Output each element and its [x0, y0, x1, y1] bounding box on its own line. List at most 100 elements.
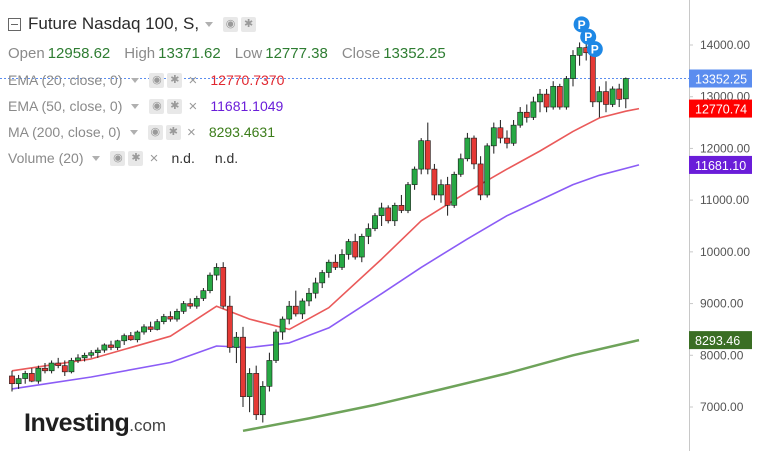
indicator-label[interactable]: Volume (20) — [8, 150, 84, 166]
candle-body[interactable] — [523, 111, 530, 118]
candle-body[interactable] — [391, 205, 398, 222]
candle-body[interactable] — [550, 86, 557, 108]
candle-body[interactable] — [154, 321, 161, 330]
candle-body[interactable] — [603, 91, 609, 105]
candle-body[interactable] — [226, 305, 233, 348]
candle-body[interactable] — [167, 316, 174, 320]
candle-body[interactable] — [444, 184, 451, 206]
candle-body[interactable] — [497, 127, 504, 139]
candle-body[interactable] — [490, 127, 497, 147]
candle-body[interactable] — [411, 168, 418, 185]
candle-body[interactable] — [68, 360, 75, 373]
candle-body[interactable] — [418, 140, 425, 170]
candle-body[interactable] — [332, 261, 339, 268]
symbol-title[interactable]: Future Nasdaq 100, S, — [28, 14, 200, 33]
chevron-down-icon[interactable] — [131, 103, 140, 109]
candle-body[interactable] — [576, 47, 583, 56]
candle-body[interactable] — [325, 261, 332, 273]
indicator-row-ema20[interactable]: EMA (20, close, 0) ◉ ✱ × 12770.7370 — [8, 72, 284, 88]
candle-body[interactable] — [345, 241, 352, 255]
candle-body[interactable] — [15, 378, 22, 385]
candle-body[interactable] — [299, 300, 306, 315]
candle-body[interactable] — [372, 215, 378, 229]
candle-body[interactable] — [180, 303, 187, 312]
candle-body[interactable] — [319, 272, 326, 284]
gear-icon[interactable]: ✱ — [128, 150, 144, 166]
candle-body[interactable] — [471, 137, 477, 165]
candle-body[interactable] — [306, 292, 312, 302]
candle-body[interactable] — [570, 55, 576, 79]
candle-body[interactable] — [484, 145, 491, 196]
candle-body[interactable] — [622, 78, 629, 100]
candle-body[interactable] — [48, 362, 55, 372]
close-icon[interactable]: × — [186, 123, 196, 141]
candle-body[interactable] — [134, 331, 141, 341]
candle-body[interactable] — [22, 373, 29, 379]
candle-body[interactable] — [398, 205, 405, 211]
candle-body[interactable] — [609, 88, 616, 105]
candle-body[interactable] — [187, 303, 194, 307]
candle-body[interactable] — [259, 386, 266, 416]
candle-body[interactable] — [378, 207, 385, 216]
candle-body[interactable] — [451, 173, 458, 206]
candle-body[interactable] — [589, 52, 596, 103]
chevron-down-icon[interactable] — [129, 129, 138, 135]
candle-body[interactable] — [457, 158, 464, 175]
candle-body[interactable] — [312, 282, 319, 294]
candle-body[interactable] — [147, 326, 154, 330]
candle-body[interactable] — [543, 93, 550, 108]
indicator-label[interactable]: EMA (50, close, 0) — [8, 98, 123, 114]
dividend-marker-icon[interactable] — [580, 28, 597, 45]
candle-body[interactable] — [88, 352, 95, 356]
collapse-legend-icon[interactable] — [8, 17, 21, 31]
candle-body[interactable] — [94, 349, 101, 354]
candle-body[interactable] — [61, 365, 68, 373]
indicator-row-ma200[interactable]: MA (200, close, 0) ◉ ✱ × 8293.4631 — [8, 124, 275, 140]
indicator-label[interactable]: MA (200, close, 0) — [8, 124, 121, 140]
close-icon[interactable]: × — [188, 71, 198, 89]
candle-body[interactable] — [114, 340, 121, 348]
close-icon[interactable]: × — [149, 149, 159, 167]
candle-body[interactable] — [160, 316, 167, 322]
chevron-down-icon[interactable] — [205, 21, 214, 27]
candle-body[interactable] — [292, 305, 299, 315]
candle-body[interactable] — [246, 373, 253, 397]
chevron-down-icon[interactable] — [92, 155, 101, 161]
candle-body[interactable] — [55, 362, 62, 366]
candle-body[interactable] — [35, 367, 42, 382]
candle-body[interactable] — [339, 254, 345, 268]
chevron-down-icon[interactable] — [131, 77, 140, 83]
candle-body[interactable] — [405, 184, 411, 211]
candle-body[interactable] — [193, 298, 200, 307]
candle-body[interactable] — [101, 344, 108, 351]
candle-body[interactable] — [253, 373, 260, 416]
dividend-marker-icon[interactable] — [573, 16, 590, 33]
candle-body[interactable] — [108, 344, 114, 348]
close-icon[interactable]: × — [188, 97, 198, 115]
candle-body[interactable] — [279, 318, 286, 333]
candle-body[interactable] — [9, 375, 15, 385]
candle-body[interactable] — [438, 184, 444, 196]
candle-body[interactable] — [596, 91, 603, 103]
candle-body[interactable] — [477, 163, 484, 196]
candle-body[interactable] — [266, 360, 273, 387]
candle-body[interactable] — [207, 274, 213, 291]
candle-body[interactable] — [510, 124, 517, 144]
candle-body[interactable] — [127, 335, 134, 341]
candle-body[interactable] — [28, 373, 35, 382]
candle-body[interactable] — [174, 311, 180, 320]
candle-body[interactable] — [200, 290, 207, 299]
indicator-label[interactable]: EMA (20, close, 0) — [8, 72, 123, 88]
gear-icon[interactable]: ✱ — [167, 72, 183, 88]
candle-body[interactable] — [233, 336, 240, 348]
indicator-row-ema50[interactable]: EMA (50, close, 0) ◉ ✱ × 11681.1049 — [8, 98, 283, 114]
gear-icon[interactable]: ✱ — [167, 98, 183, 114]
eye-icon[interactable]: ◉ — [223, 16, 239, 32]
candle-body[interactable] — [358, 236, 365, 258]
candle-body[interactable] — [121, 335, 128, 342]
indicator-row-volume[interactable]: Volume (20) ◉ ✱ × n.d. n.d. — [8, 150, 258, 166]
candle-body[interactable] — [81, 354, 88, 359]
candle-body[interactable] — [240, 336, 246, 397]
candle-body[interactable] — [385, 207, 392, 222]
candle-body[interactable] — [431, 168, 438, 196]
